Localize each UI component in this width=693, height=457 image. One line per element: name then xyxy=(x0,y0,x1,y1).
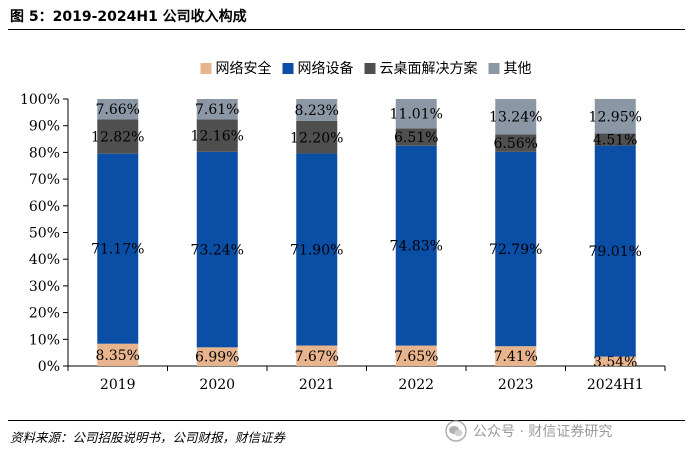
y-tick-label-8: 80% xyxy=(29,145,60,161)
legend-swatch-1 xyxy=(282,63,294,74)
data-label-2021-3: 8.23% xyxy=(295,103,339,119)
legend-swatch-2 xyxy=(364,63,376,74)
data-label-2024H1-1: 79.01% xyxy=(589,244,642,260)
bar-2024H1-3 xyxy=(594,98,636,134)
data-label-2023-1: 72.79% xyxy=(489,242,542,258)
y-tick-label-10: 100% xyxy=(20,92,60,108)
bar-2023-2 xyxy=(495,134,537,152)
data-label-2024H1-2: 4.51% xyxy=(593,133,637,149)
top-rule xyxy=(8,29,685,30)
data-label-2024H1-0: 3.54% xyxy=(593,354,637,370)
x-tick-label-0: 2019 xyxy=(100,377,136,393)
bar-2024H1-0 xyxy=(594,356,636,366)
data-label-2023-2: 6.56% xyxy=(494,136,538,152)
bottom-rule xyxy=(8,420,685,421)
y-tick-label-4: 40% xyxy=(29,252,60,268)
y-tick-label-5: 50% xyxy=(29,226,60,242)
x-tick-label-3: 2022 xyxy=(398,377,434,393)
bar-2019-0 xyxy=(97,343,139,366)
bar-2019-2 xyxy=(97,119,139,154)
data-label-2019-3: 7.66% xyxy=(96,102,140,118)
data-label-2019-2: 12.82% xyxy=(91,130,144,146)
data-label-2022-3: 11.01% xyxy=(390,107,443,123)
data-label-2021-2: 12.20% xyxy=(290,130,343,146)
watermark: 公众号 · 财信证券研究 xyxy=(445,420,612,442)
bar-2021-3 xyxy=(296,99,338,121)
legend-swatch-3 xyxy=(488,63,500,74)
data-label-2021-1: 71.90% xyxy=(290,243,343,259)
bar-2022-2 xyxy=(395,128,437,146)
legend-label-0: 网络安全 xyxy=(216,60,272,77)
bar-2022-1 xyxy=(395,145,437,346)
legend-label-1: 网络设备 xyxy=(298,60,354,77)
bar-2021-2 xyxy=(296,120,338,154)
data-label-2020-2: 12.16% xyxy=(191,129,244,145)
data-label-2020-3: 7.61% xyxy=(195,102,239,118)
y-tick-label-1: 10% xyxy=(29,332,60,348)
wechat-icon xyxy=(445,420,467,442)
bar-2024H1-2 xyxy=(594,133,636,146)
x-tick-label-2: 2021 xyxy=(299,377,335,393)
bar-2023-1 xyxy=(495,151,537,347)
bar-2023-0 xyxy=(495,346,537,366)
data-label-2020-1: 73.24% xyxy=(191,243,244,259)
bar-2022-3 xyxy=(395,99,437,129)
y-tick-label-6: 60% xyxy=(29,199,60,215)
bar-2020-3 xyxy=(196,99,238,120)
y-tick-label-3: 30% xyxy=(29,279,60,295)
legend-label-2: 云桌面解决方案 xyxy=(380,60,478,77)
data-label-2022-1: 74.83% xyxy=(390,239,443,255)
bar-2020-1 xyxy=(196,151,238,348)
data-label-2019-1: 71.17% xyxy=(91,242,144,258)
watermark-text: 公众号 · 财信证券研究 xyxy=(473,424,613,440)
data-label-2021-0: 7.67% xyxy=(295,349,339,365)
data-label-2023-0: 7.41% xyxy=(494,349,538,365)
bar-2021-1 xyxy=(296,153,338,346)
data-label-2020-0: 6.99% xyxy=(195,350,239,366)
bar-2020-2 xyxy=(196,119,238,152)
x-tick-label-4: 2023 xyxy=(498,377,534,393)
bar-2019-1 xyxy=(97,153,139,344)
bar-2022-0 xyxy=(395,345,437,366)
bar-2019-3 xyxy=(97,99,139,120)
bar-2024H1-1 xyxy=(594,145,636,357)
legend-label-3: 其他 xyxy=(504,61,532,77)
bar-2021-0 xyxy=(296,345,338,366)
y-tick-label-7: 70% xyxy=(29,172,60,188)
figure-title: 图 5：2019-2024H1 公司收入构成 xyxy=(10,9,247,25)
source-note: 资料来源：公司招股说明书，公司财报，财信证券 xyxy=(10,430,286,445)
x-tick-label-1: 2020 xyxy=(199,377,235,393)
x-tick-label-5: 2024H1 xyxy=(587,377,644,393)
data-label-2022-2: 6.51% xyxy=(394,130,438,146)
bar-2020-0 xyxy=(196,347,238,366)
data-label-2022-0: 7.65% xyxy=(394,349,438,365)
data-label-2023-3: 13.24% xyxy=(489,110,542,126)
data-label-2024H1-3: 12.95% xyxy=(589,109,642,125)
legend-swatch-0 xyxy=(200,63,212,74)
y-tick-label-0: 0% xyxy=(38,359,60,375)
y-tick-label-2: 20% xyxy=(29,306,60,322)
data-label-2019-0: 8.35% xyxy=(96,348,140,364)
y-tick-label-9: 90% xyxy=(29,119,60,135)
bar-2023-3 xyxy=(495,99,537,135)
